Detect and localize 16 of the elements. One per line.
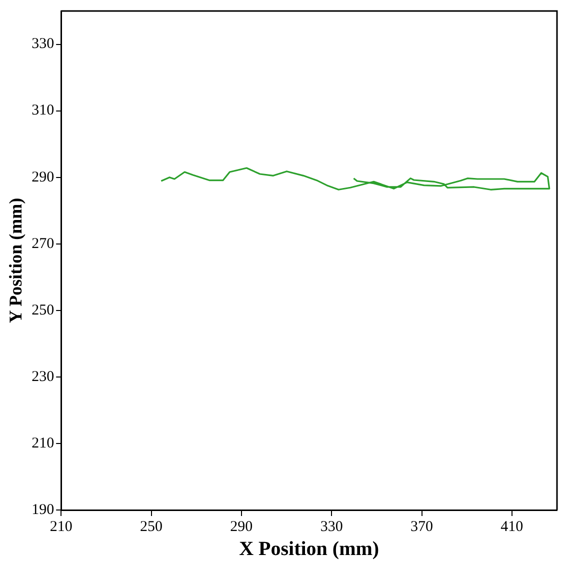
- y-axis-title: Y Position (mm): [5, 198, 26, 324]
- y-tick-label: 230: [32, 368, 54, 385]
- x-tick-label: 210: [50, 518, 72, 535]
- y-tick-label: 330: [32, 36, 54, 52]
- y-tick-label: 210: [32, 435, 54, 452]
- y-tick-label: 310: [32, 102, 54, 119]
- x-tick-label: 370: [410, 518, 434, 535]
- x-tick-label: 290: [230, 518, 253, 535]
- x-axis-title: X Position (mm): [239, 538, 380, 560]
- x-tick-label: 410: [500, 518, 524, 535]
- y-tick-label: 190: [32, 502, 54, 518]
- y-tick-label: 250: [32, 302, 54, 318]
- x-tick-label: 250: [140, 518, 163, 535]
- y-tick-label: 270: [32, 236, 54, 252]
- y-tick-label: 290: [32, 169, 54, 186]
- x-tick-label: 330: [320, 518, 343, 535]
